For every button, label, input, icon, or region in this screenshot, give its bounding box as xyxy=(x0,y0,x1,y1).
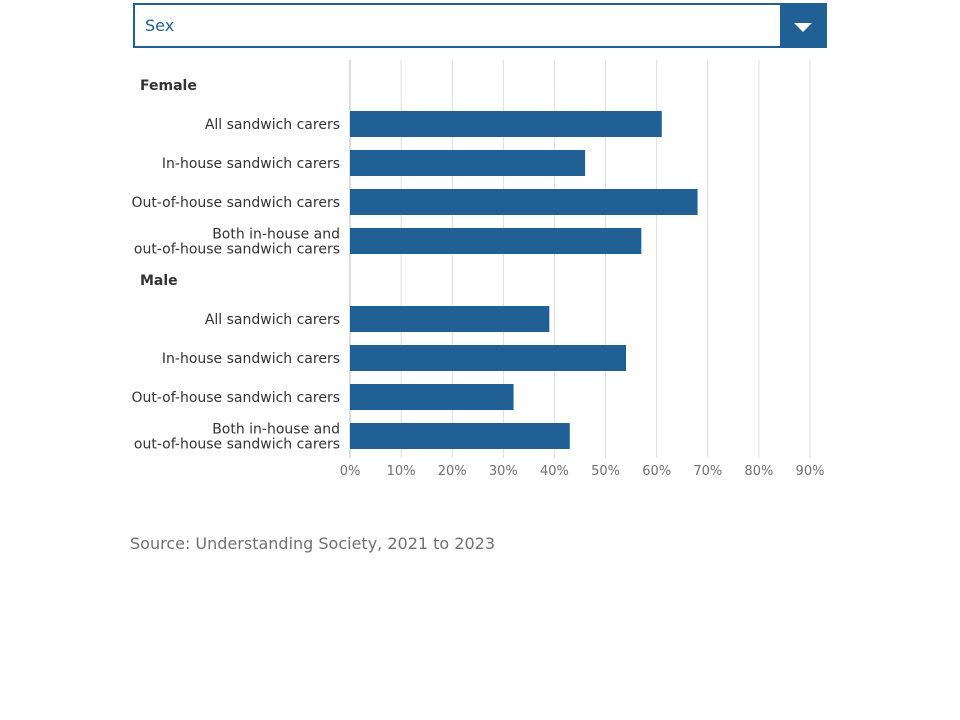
category-label: out-of-house sandwich carers xyxy=(134,242,340,258)
category-label: In-house sandwich carers xyxy=(162,351,340,367)
x-tick-label: 60% xyxy=(642,464,671,479)
category-label: Both in-house and xyxy=(212,227,340,243)
x-tick-label: 90% xyxy=(796,464,825,479)
category-label: All sandwich carers xyxy=(205,312,340,328)
x-tick-label: 70% xyxy=(693,464,722,479)
category-label: All sandwich carers xyxy=(205,117,340,133)
bar xyxy=(350,189,698,215)
category-label: Out-of-house sandwich carers xyxy=(131,195,340,211)
dropdown-selected-value: Sex xyxy=(145,16,175,35)
bar xyxy=(350,345,626,371)
category-label: Both in-house and xyxy=(212,422,340,438)
x-tick-label: 10% xyxy=(387,464,416,479)
category-label: out-of-house sandwich carers xyxy=(134,437,340,453)
chevron-down-icon xyxy=(794,23,812,32)
x-tick-label: 80% xyxy=(744,464,773,479)
bar xyxy=(350,423,570,449)
x-tick-label: 50% xyxy=(591,464,620,479)
x-tick-label: 0% xyxy=(340,464,361,479)
x-tick-label: 20% xyxy=(438,464,467,479)
group-label: Female xyxy=(140,78,197,94)
bar xyxy=(350,111,662,137)
category-label: In-house sandwich carers xyxy=(162,156,340,172)
source-note: Source: Understanding Society, 2021 to 2… xyxy=(130,534,496,553)
bar xyxy=(350,384,514,410)
x-tick-label: 40% xyxy=(540,464,569,479)
bar xyxy=(350,228,642,254)
x-tick-label: 30% xyxy=(489,464,518,479)
group-label: Male xyxy=(140,273,178,289)
dropdown-toggle-button[interactable] xyxy=(780,5,825,46)
bar xyxy=(350,150,586,176)
sex-filter-dropdown[interactable]: Sex xyxy=(133,3,827,48)
bar-chart: 0% 10% 20% 30% 40% 50% 60% 70% 80% 90% Female All s… xyxy=(131,60,825,479)
category-label: Out-of-house sandwich carers xyxy=(131,390,340,406)
bar xyxy=(350,306,550,332)
